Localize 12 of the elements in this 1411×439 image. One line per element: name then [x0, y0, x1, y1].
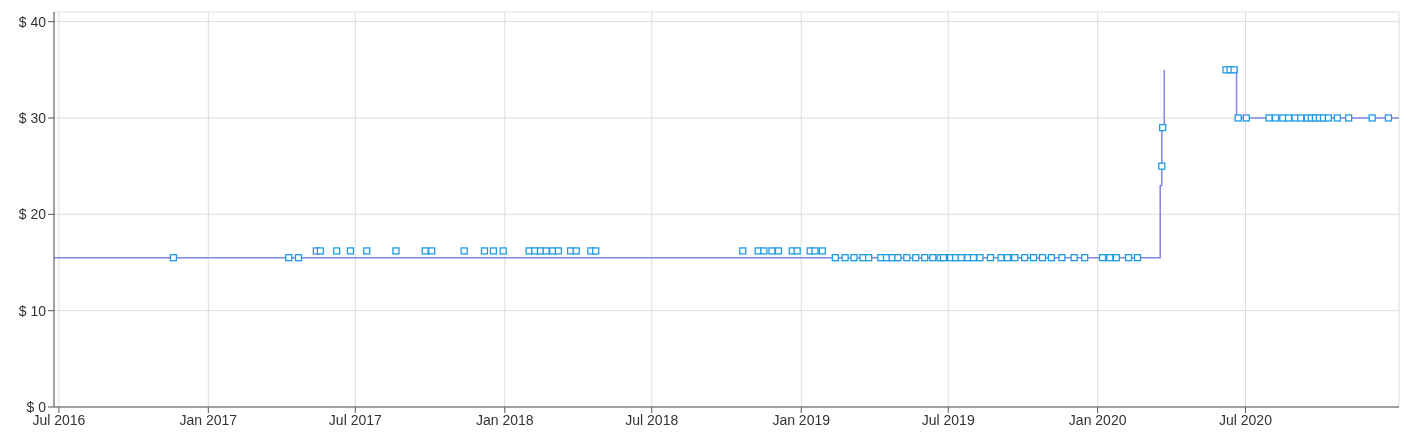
y-tick-label: $ 30 [18, 109, 47, 126]
x-tick-label: Jul 2020 [1219, 411, 1273, 428]
x-tick-label: Jan 2020 [1068, 411, 1127, 428]
x-tick-label: Jan 2017 [179, 411, 238, 428]
x-tick-label: Jul 2019 [921, 411, 975, 428]
y-tick-label: $ 10 [18, 302, 47, 319]
x-tick-label: Jul 2018 [625, 411, 679, 428]
x-tick-label: Jan 2018 [475, 411, 534, 428]
y-tick-label: $ 20 [18, 206, 47, 223]
x-tick-label: Jul 2017 [328, 411, 382, 428]
y-tick-label: $ 40 [18, 13, 47, 30]
x-tick-label: Jan 2019 [772, 411, 831, 428]
